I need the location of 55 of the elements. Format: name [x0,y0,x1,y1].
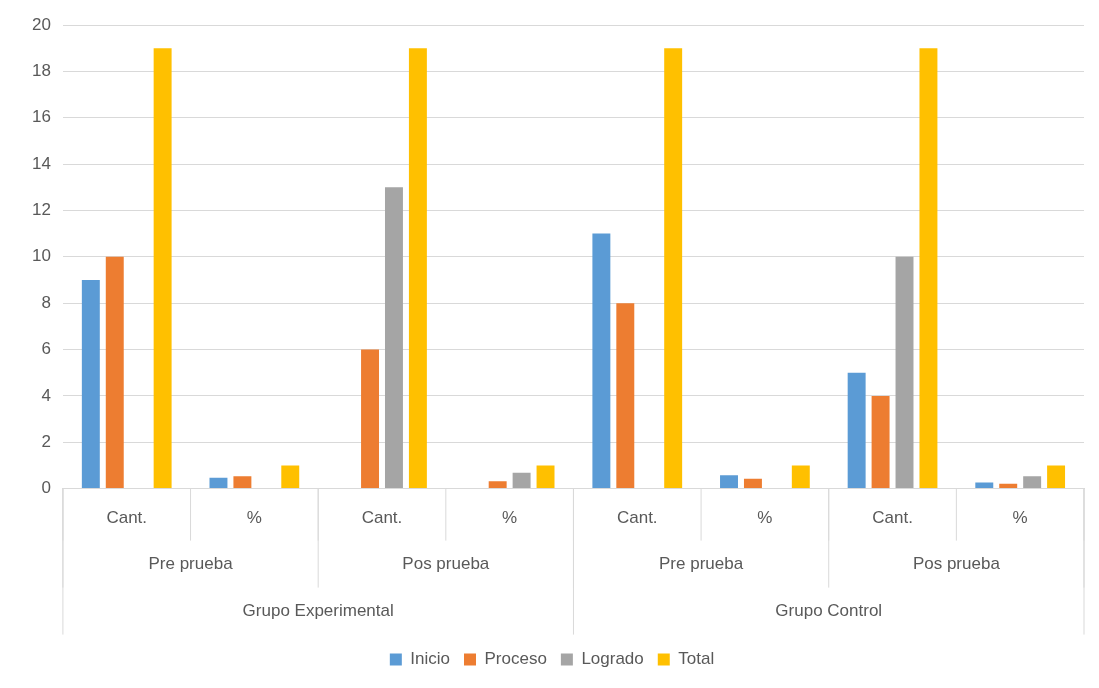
bar [664,48,683,489]
y-tick-label: 6 [41,339,51,359]
bar [105,256,124,489]
y-tick-label: 10 [31,246,51,266]
text: Grupo Control [775,600,883,620]
y-tick-label: 16 [31,107,51,127]
text: Grupo Experimental [242,600,394,620]
x-tick-label: Cant. [106,508,148,528]
bar [361,349,380,489]
y-tick-label: 2 [41,431,51,451]
x-tick-label: Cant. [361,508,403,528]
y-tick-label: 20 [31,14,51,34]
x-tick-label: % [1012,508,1028,528]
bar [791,465,810,489]
x-tick-label: % [757,508,773,528]
y-tick-label: 4 [41,385,51,405]
bar [1047,465,1066,489]
bar [895,256,914,489]
text: Pre prueba [148,553,234,573]
bar [847,372,866,489]
bar [488,481,507,489]
y-tick-label: 18 [31,61,51,81]
bar [153,48,172,489]
bar [743,478,762,489]
legend-label: Proceso [484,649,547,669]
bar [512,472,531,489]
bar [536,465,555,489]
bar [81,279,100,489]
bar [592,233,611,489]
text: Pos prueba [912,553,1001,573]
bar [209,477,228,489]
y-tick-label: 12 [31,200,51,220]
x-tick-label: Cant. [616,508,658,528]
bar [281,465,300,489]
bar [720,475,738,489]
text: Pos prueba [402,553,490,573]
x-tick-label: % [246,508,262,528]
bar [1023,476,1042,489]
bar [408,48,427,489]
x-tick-label: Cant. [872,508,913,528]
legend-label: Logrado [581,649,644,669]
bar [999,483,1018,489]
bar [871,395,890,489]
x-tick-label: % [502,508,518,528]
text: Pre prueba [659,553,744,573]
y-tick-label: 14 [31,153,51,173]
bar [919,48,938,489]
y-tick-label: 8 [41,292,51,312]
bar [233,476,252,489]
legend-label: Inicio [410,649,451,669]
bar [616,303,635,489]
legend-label: Total [678,649,715,669]
bar [975,482,994,489]
y-tick-label: 0 [41,478,51,498]
bar [384,187,403,489]
